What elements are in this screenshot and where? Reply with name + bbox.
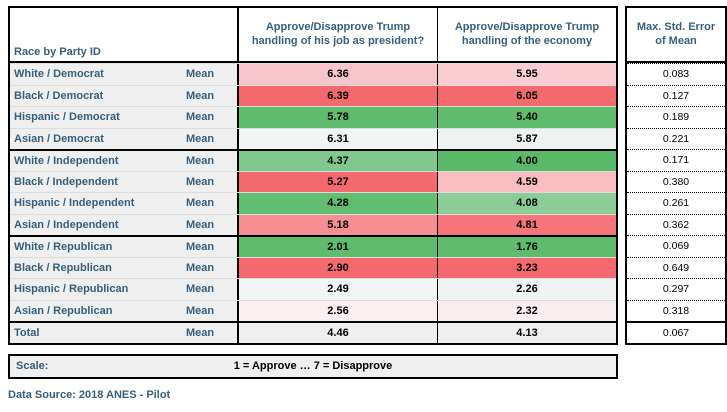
table-header-row: Race by Party ID Approve/Disapprove Trum… <box>10 8 616 63</box>
statistic-label: Mean <box>163 193 237 214</box>
job-mean-cell: 4.37 <box>237 151 437 171</box>
table-row: White / Democrat Mean 6.36 5.95 <box>10 63 616 85</box>
job-mean-cell: 5.78 <box>237 107 437 128</box>
header-race-by-party: Race by Party ID <box>14 46 101 58</box>
std-error-cell: 0.318 <box>627 299 725 322</box>
job-mean-cell: 2.56 <box>237 300 437 321</box>
crosstab-table: Race by Party ID Approve/Disapprove Trum… <box>8 6 727 345</box>
economy-mean-cell: 5.95 <box>437 64 616 85</box>
row-label: Black / Independent <box>10 171 163 192</box>
scale-row: Scale: 1 = Approve … 7 = Disapprove <box>8 353 618 379</box>
statistic-label: Mean <box>163 257 237 278</box>
economy-mean-cell: 4.59 <box>437 171 616 192</box>
row-label: Total <box>10 323 163 343</box>
std-error-cell: 0.297 <box>627 278 725 300</box>
row-label: White / Democrat <box>10 64 163 85</box>
row-label: Hispanic / Independent <box>10 193 163 214</box>
job-mean-cell: 5.27 <box>237 171 437 192</box>
statistic-label: Mean <box>163 237 237 257</box>
economy-mean-cell: 2.32 <box>437 300 616 321</box>
std-error-cell: 0.069 <box>627 235 725 257</box>
std-error-cell: 0.380 <box>627 170 725 193</box>
std-error-cell: 0.221 <box>627 127 725 150</box>
statistic-label: Mean <box>163 279 237 300</box>
table-row: White / Republican Mean 2.01 1.76 <box>10 235 616 257</box>
economy-mean-cell: 5.40 <box>437 107 616 128</box>
row-label: White / Independent <box>10 151 163 171</box>
statistic-label: Mean <box>163 64 237 85</box>
economy-mean-cell: 3.23 <box>437 257 616 278</box>
std-error-cell: 0.171 <box>627 149 725 171</box>
table-row: Hispanic / Democrat Mean 5.78 5.40 <box>10 106 616 128</box>
std-error-cell: 0.362 <box>627 213 725 236</box>
table-row: Black / Democrat Mean 6.39 6.05 <box>10 84 616 106</box>
job-mean-cell: 5.18 <box>237 214 437 235</box>
job-mean-cell: 2.49 <box>237 279 437 300</box>
economy-mean-cell: 2.26 <box>437 279 616 300</box>
table-row: Black / Republican Mean 2.90 3.23 <box>10 256 616 278</box>
row-label: Asian / Independent <box>10 214 163 235</box>
statistic-label: Mean <box>163 323 237 343</box>
row-label: Asian / Democrat <box>10 128 163 149</box>
std-error-cell: 0.649 <box>627 256 725 279</box>
scale-label: Scale: <box>16 360 49 372</box>
economy-mean-cell: 4.00 <box>437 151 616 171</box>
std-error-cell: 0.127 <box>627 84 725 107</box>
economy-mean-cell: 6.05 <box>437 85 616 106</box>
row-label: Hispanic / Democrat <box>10 107 163 128</box>
main-table: Race by Party ID Approve/Disapprove Trum… <box>8 6 618 345</box>
std-error-cell: 0.189 <box>627 106 725 128</box>
table-row: Asian / Republican Mean 2.56 2.32 <box>10 299 616 321</box>
std-error-cell: 0.083 <box>627 63 725 85</box>
job-mean-cell: 2.01 <box>237 237 437 257</box>
economy-mean-cell: 4.08 <box>437 193 616 214</box>
table-row: Asian / Independent Mean 5.18 4.81 <box>10 213 616 235</box>
header-economy-approval: Approve/Disapprove Trump handling of the… <box>437 8 616 61</box>
statistic-label: Mean <box>163 300 237 321</box>
data-source-note: Data Source: 2018 ANES - Pilot <box>8 388 171 401</box>
row-label: Hispanic / Republican <box>10 279 163 300</box>
statistic-label: Mean <box>163 128 237 149</box>
row-label: Black / Republican <box>10 257 163 278</box>
report-page: Race by Party ID Approve/Disapprove Trum… <box>8 6 727 401</box>
std-error-table: Max. Std. Error of Mean 0.083 0.127 0.18… <box>625 6 727 345</box>
table-row: White / Independent Mean 4.37 4.00 <box>10 149 616 171</box>
statistic-label: Mean <box>163 171 237 192</box>
job-mean-cell: 4.46 <box>237 323 437 343</box>
scale-definition: 1 = Approve … 7 = Disapprove <box>233 360 393 372</box>
job-mean-cell: 6.39 <box>237 85 437 106</box>
table-row: Asian / Democrat Mean 6.31 5.87 <box>10 127 616 149</box>
statistic-label: Mean <box>163 107 237 128</box>
economy-mean-cell: 5.87 <box>437 128 616 149</box>
header-max-std-error: Max. Std. Error of Mean <box>627 8 725 63</box>
job-mean-cell: 6.31 <box>237 128 437 149</box>
table-row: Hispanic / Independent Mean 4.28 4.08 <box>10 192 616 214</box>
economy-mean-cell: 4.13 <box>437 323 616 343</box>
table-row: Black / Independent Mean 5.27 4.59 <box>10 170 616 192</box>
job-mean-cell: 2.90 <box>237 257 437 278</box>
std-error-cell: 0.261 <box>627 192 725 214</box>
row-label: Asian / Republican <box>10 300 163 321</box>
header-job-approval: Approve/Disapprove Trump handling of his… <box>237 8 437 61</box>
economy-mean-cell: 4.81 <box>437 214 616 235</box>
row-label: White / Republican <box>10 237 163 257</box>
std-error-cell-total: 0.067 <box>627 321 725 343</box>
job-mean-cell: 6.36 <box>237 64 437 85</box>
row-label: Black / Democrat <box>10 85 163 106</box>
table-row: Hispanic / Republican Mean 2.49 2.26 <box>10 278 616 300</box>
economy-mean-cell: 1.76 <box>437 237 616 257</box>
statistic-label: Mean <box>163 214 237 235</box>
table-row-total: Total Mean 4.46 4.13 <box>10 321 616 343</box>
statistic-label: Mean <box>163 85 237 106</box>
job-mean-cell: 4.28 <box>237 193 437 214</box>
statistic-label: Mean <box>163 151 237 171</box>
